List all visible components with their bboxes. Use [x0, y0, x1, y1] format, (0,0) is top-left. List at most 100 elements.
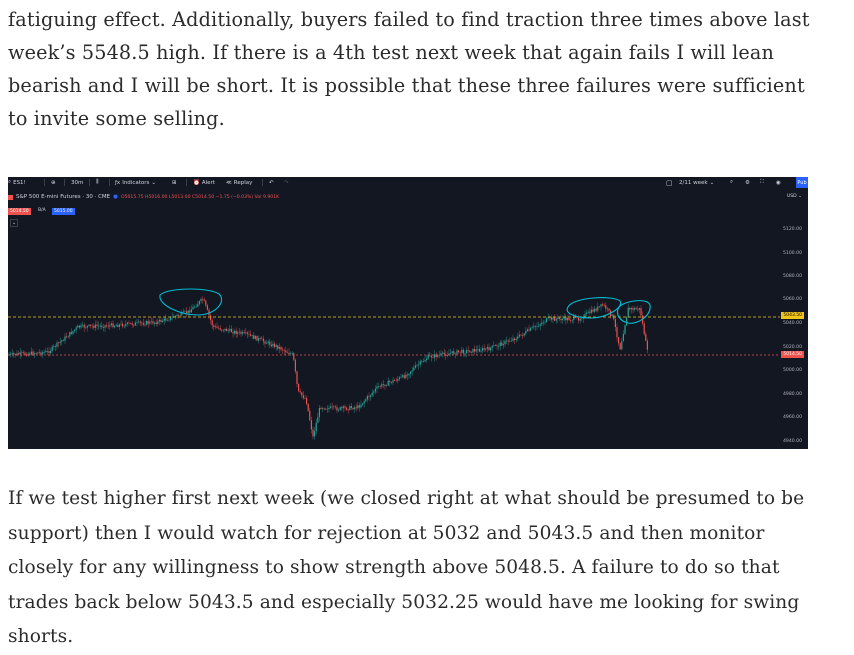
annotation-circle-1	[159, 288, 222, 316]
candle-body	[160, 320, 162, 322]
redo-icon[interactable]: ↷	[284, 179, 289, 186]
candle-body	[462, 349, 464, 354]
candle-body	[118, 324, 120, 327]
candle-body	[509, 340, 511, 342]
candle-body	[306, 398, 308, 404]
candle-body	[62, 340, 64, 341]
candle-body	[19, 352, 21, 355]
interval-button[interactable]: 30m	[71, 179, 84, 186]
candlestick-plot[interactable]	[8, 177, 808, 449]
candle-body	[83, 324, 85, 328]
candle-body	[390, 382, 392, 383]
candle-body	[70, 332, 72, 334]
candle-body	[637, 308, 639, 310]
candle-body	[307, 403, 309, 411]
candle-body	[210, 315, 212, 321]
snapshot-icon[interactable]: ◉	[776, 179, 781, 186]
candle-body	[459, 351, 461, 353]
candle-body	[598, 306, 600, 308]
candle-body	[338, 409, 340, 411]
candle-body	[14, 354, 16, 356]
candle-body	[262, 338, 264, 342]
candle-body	[442, 352, 444, 354]
layout-icon[interactable]: ▢	[666, 178, 673, 187]
candle-body	[96, 324, 98, 327]
candle-body	[411, 370, 413, 372]
candle-body	[626, 317, 628, 326]
candle-body	[474, 348, 476, 352]
search-icon: ⌕	[8, 179, 12, 185]
candle-body	[90, 324, 92, 326]
candle-body	[373, 391, 375, 393]
candle-body	[378, 386, 380, 387]
price-axis-label: 5100.00	[783, 251, 802, 256]
divider	[89, 179, 90, 186]
currency-dropdown[interactable]: USD ⌄	[786, 194, 802, 199]
price-tag-yellow: 5043.50	[781, 312, 804, 319]
candle-body	[483, 348, 485, 350]
range-dropdown[interactable]: 2/11 week ⌄	[679, 180, 714, 186]
templates-icon[interactable]: ⊞	[172, 179, 177, 186]
candle-body	[267, 341, 269, 344]
candle-body	[594, 308, 596, 312]
settings-icon[interactable]: ⚙	[745, 179, 750, 186]
candle-body	[238, 331, 240, 333]
candle-body	[67, 336, 69, 338]
quick-search-icon[interactable]: ⌕	[730, 179, 734, 185]
indicators-button[interactable]: ƒx Indicators ⌄	[115, 180, 156, 186]
candle-body	[224, 328, 226, 331]
candle-body	[395, 380, 397, 381]
collapse-legend-icon[interactable]: ⌄	[10, 219, 19, 227]
candle-body	[618, 337, 620, 344]
candle-body	[214, 326, 216, 328]
candle-body	[616, 327, 618, 338]
publish-button[interactable]: Pub	[796, 177, 808, 188]
ohlc-values: O5015.75 H5016.00 L5013.00 C5014.50 −1.7…	[120, 194, 280, 200]
candle-body	[534, 326, 536, 327]
candle-body	[552, 317, 554, 320]
candle-body	[437, 355, 439, 357]
candle-body	[112, 323, 114, 328]
candle-body	[526, 329, 528, 332]
symbol-search[interactable]: ⌕ ES1!	[8, 179, 26, 186]
candle-body	[469, 350, 471, 353]
alert-button[interactable]: ⏰ Alert	[193, 180, 215, 186]
candle-body	[544, 321, 546, 323]
candle-body	[246, 332, 248, 334]
candle-body	[195, 306, 197, 308]
chevron-down-icon: ⌄	[709, 179, 715, 186]
candle-body	[242, 332, 244, 334]
candle-body	[301, 392, 303, 396]
sell-price-button[interactable]: 5014.50	[8, 208, 31, 215]
candle-body	[101, 325, 103, 327]
candle-body	[144, 324, 146, 326]
candle-body	[136, 322, 138, 323]
undo-icon[interactable]: ↶	[269, 179, 274, 186]
candle-body	[82, 324, 84, 326]
candle-body	[576, 317, 578, 318]
candle-body	[330, 406, 332, 408]
candle-body	[634, 308, 636, 310]
candle-body	[458, 350, 460, 352]
candle-body	[13, 352, 15, 355]
divider	[44, 179, 45, 186]
replay-button[interactable]: ≪ Replay	[226, 180, 252, 186]
price-axis-label: 5120.00	[783, 227, 802, 232]
candle-body	[501, 342, 503, 346]
candle-body	[422, 360, 424, 362]
candle-body	[38, 352, 40, 353]
candle-body	[234, 330, 236, 334]
candle-body	[366, 396, 368, 400]
fullscreen-icon[interactable]: ⛶	[760, 179, 764, 185]
add-symbol-icon[interactable]: ⊕	[51, 179, 56, 186]
candle-body	[226, 328, 228, 332]
candle-body	[18, 353, 20, 355]
candle-body	[158, 320, 160, 322]
chart-type-icon[interactable]: ⫼	[96, 179, 99, 185]
buy-price-button[interactable]: 5015.00	[52, 208, 75, 215]
candle-body	[432, 357, 434, 358]
candle-body	[125, 324, 127, 326]
candle-body	[147, 321, 149, 324]
candle-body	[43, 352, 45, 353]
divider	[64, 179, 65, 186]
